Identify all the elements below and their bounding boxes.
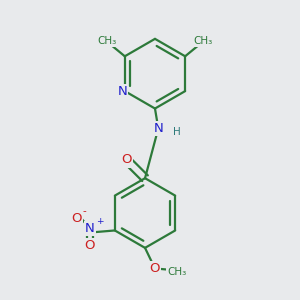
Text: CH₃: CH₃ bbox=[97, 36, 116, 46]
Text: N: N bbox=[117, 85, 127, 98]
Text: O: O bbox=[150, 262, 160, 275]
Text: CH₃: CH₃ bbox=[167, 267, 186, 277]
Text: +: + bbox=[96, 217, 104, 226]
Text: H: H bbox=[173, 127, 180, 137]
Text: O: O bbox=[71, 212, 82, 225]
Text: CH₃: CH₃ bbox=[194, 36, 213, 46]
Text: N: N bbox=[153, 122, 163, 135]
Text: N: N bbox=[85, 222, 95, 235]
Text: O: O bbox=[85, 239, 95, 252]
Text: O: O bbox=[122, 154, 132, 166]
Text: -: - bbox=[82, 206, 86, 216]
